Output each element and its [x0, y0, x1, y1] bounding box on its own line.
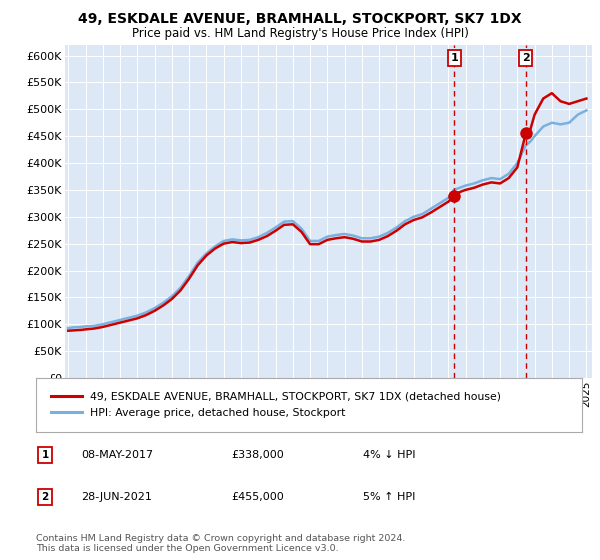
Text: 1: 1 [451, 53, 458, 63]
Text: 1: 1 [41, 450, 49, 460]
Text: £338,000: £338,000 [231, 450, 284, 460]
Text: 4% ↓ HPI: 4% ↓ HPI [363, 450, 415, 460]
Text: Contains HM Land Registry data © Crown copyright and database right 2024.
This d: Contains HM Land Registry data © Crown c… [36, 534, 406, 553]
Text: 2: 2 [522, 53, 530, 63]
Legend: 49, ESKDALE AVENUE, BRAMHALL, STOCKPORT, SK7 1DX (detached house), HPI: Average : 49, ESKDALE AVENUE, BRAMHALL, STOCKPORT,… [47, 388, 506, 423]
Text: £455,000: £455,000 [231, 492, 284, 502]
Text: Price paid vs. HM Land Registry's House Price Index (HPI): Price paid vs. HM Land Registry's House … [131, 27, 469, 40]
Text: 49, ESKDALE AVENUE, BRAMHALL, STOCKPORT, SK7 1DX: 49, ESKDALE AVENUE, BRAMHALL, STOCKPORT,… [78, 12, 522, 26]
Text: 28-JUN-2021: 28-JUN-2021 [81, 492, 152, 502]
Text: 2: 2 [41, 492, 49, 502]
Text: 08-MAY-2017: 08-MAY-2017 [81, 450, 153, 460]
Text: 5% ↑ HPI: 5% ↑ HPI [363, 492, 415, 502]
